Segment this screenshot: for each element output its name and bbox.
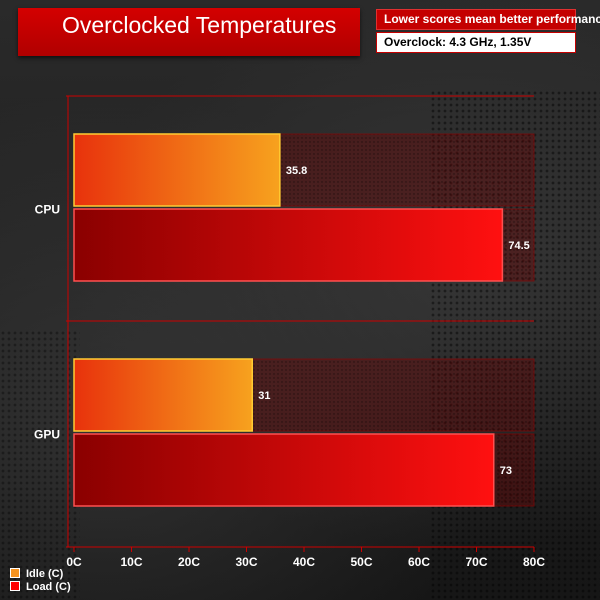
legend-idle-label: Idle (C) [26,568,64,580]
bar [73,133,281,207]
legend-idle: Idle (C) [10,567,63,581]
bar-value-label: 74.5 [508,240,529,252]
bar [73,358,253,432]
x-tick-label: 70C [465,555,487,569]
chart-title: Overclocked Temperatures [62,12,337,38]
bar-value-label: 31 [258,390,270,402]
legend-load-swatch [10,581,20,592]
legend-load-label: Load (C) [26,581,71,593]
bar-value-label: 35.8 [286,165,307,177]
overclock-note: Overclock: 4.3 GHz, 1.35V [376,32,576,53]
x-tick-label: 50C [350,555,372,569]
x-tick-label: 40C [293,555,315,569]
legend-load: Load (C) [10,580,71,594]
title-banner [18,8,360,56]
category-label: GPU [34,428,60,442]
x-tick-label: 20C [178,555,200,569]
legend-idle-swatch [10,568,20,579]
background-mesh-panel-left [0,330,80,600]
x-tick-label: 60C [408,555,430,569]
x-tick-label: 10C [120,555,142,569]
category-label: CPU [35,203,60,217]
bar [73,433,495,507]
x-tick-label: 30C [235,555,257,569]
bar [73,208,504,282]
x-tick-label: 0C [66,555,82,569]
bar-value-label: 73 [500,465,512,477]
performance-note: Lower scores mean better performance [376,9,600,30]
x-tick-label: 80C [523,555,545,569]
